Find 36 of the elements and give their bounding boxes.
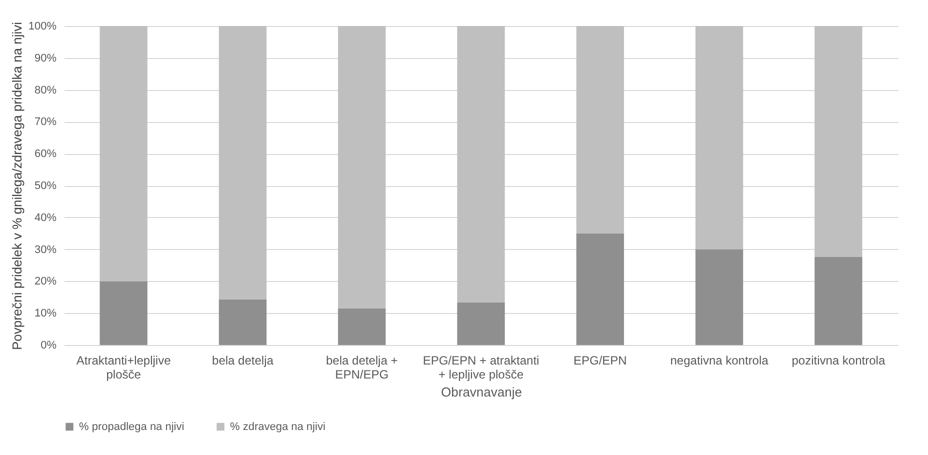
bar xyxy=(814,26,862,257)
bar xyxy=(338,26,386,308)
bar xyxy=(100,26,148,282)
bar xyxy=(218,299,267,345)
legend-label: % propadlega na njivi xyxy=(79,420,184,433)
legend-label: % zdravega na njivi xyxy=(230,420,326,433)
bar xyxy=(695,26,744,250)
bar xyxy=(457,302,505,345)
x-tick-label: pozitivna kontrola xyxy=(792,354,886,368)
y-tick-label: 50% xyxy=(34,180,57,192)
bar xyxy=(814,256,862,345)
bar xyxy=(100,281,148,345)
y-axis-title: Povprečni pridelek v % gnilega/zdravega pridelka na njivi xyxy=(9,22,24,350)
y-tick-label: 70% xyxy=(34,116,57,128)
x-tick-label: negativna kontrola xyxy=(670,354,769,368)
bar xyxy=(218,26,267,300)
x-tick-label: bela detelja + EPN/EPG xyxy=(326,354,398,382)
bar xyxy=(338,308,386,345)
x-tick-label: EPG/EPN xyxy=(573,354,627,368)
y-tick-label: 100% xyxy=(28,20,57,32)
y-tick-label: 40% xyxy=(34,212,57,224)
x-tick-label: EPG/EPN + atraktanti + lepljive plošče xyxy=(422,354,540,382)
y-tick-label: 30% xyxy=(34,244,57,256)
y-tick-label: 0% xyxy=(40,340,57,352)
bar xyxy=(576,233,624,345)
x-axis-title: Obravnavanje xyxy=(441,384,522,400)
bar xyxy=(695,249,744,345)
x-tick-label: Atraktanti+lepljive plošče xyxy=(76,354,172,382)
y-tick-label: 20% xyxy=(34,276,57,288)
y-tick-label: 90% xyxy=(34,52,57,64)
x-tick-label: bela detelja xyxy=(212,354,274,368)
bar xyxy=(576,26,624,234)
y-tick-label: 80% xyxy=(34,84,57,96)
bar xyxy=(457,26,505,302)
y-tick-label: 10% xyxy=(34,308,57,320)
y-tick-label: 60% xyxy=(34,148,57,160)
